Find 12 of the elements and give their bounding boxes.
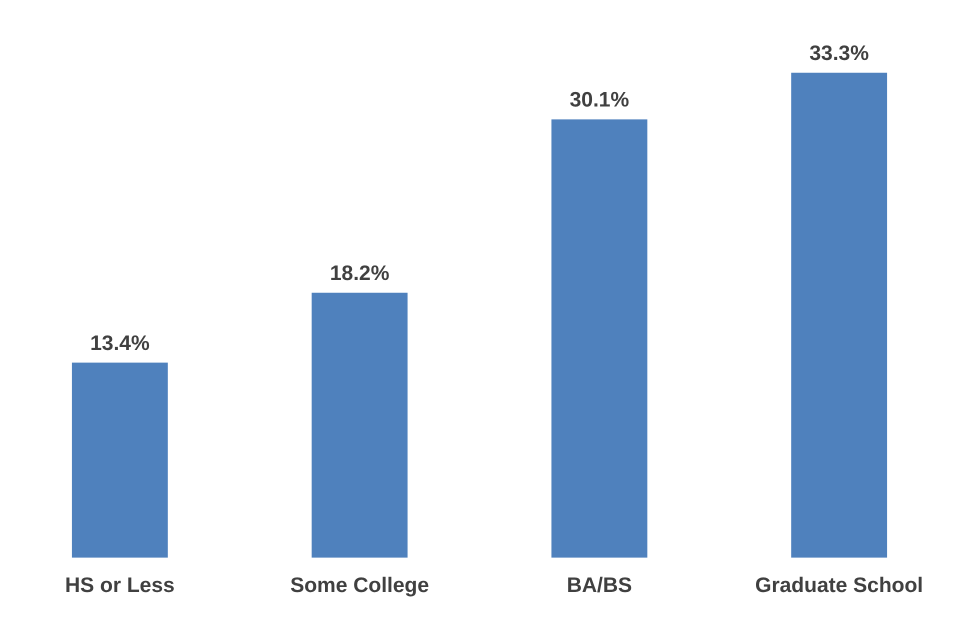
bar <box>72 362 168 558</box>
x-tick-label: HS or Less <box>65 574 175 598</box>
x-tick-label: Graduate School <box>755 574 924 598</box>
x-tick-label: BA/BS <box>566 574 632 598</box>
bar <box>551 119 648 558</box>
data-label: 13.4% <box>90 332 150 355</box>
bar <box>312 292 408 558</box>
data-label: 33.3% <box>809 42 870 66</box>
data-label: 30.1% <box>570 88 630 112</box>
x-tick-label: Some College <box>290 574 430 598</box>
data-label: 18.2% <box>330 262 390 285</box>
bar <box>791 72 888 558</box>
